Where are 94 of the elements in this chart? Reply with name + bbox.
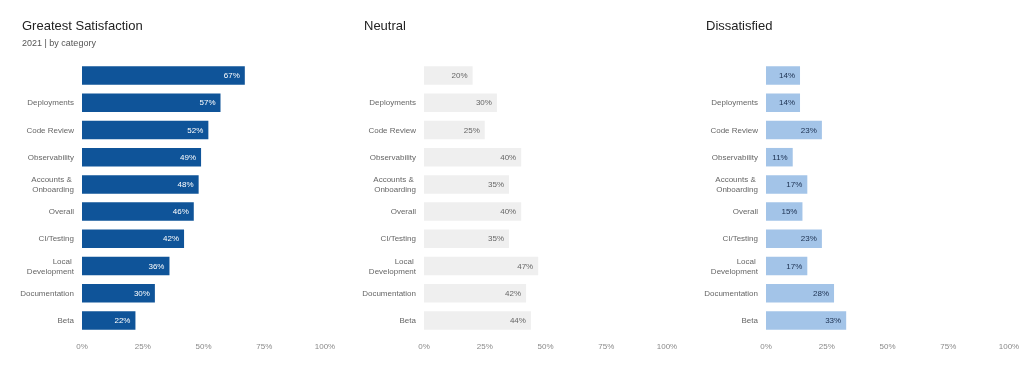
x-tick-label: 0% [76, 341, 88, 351]
y-tick-label: Code Review [710, 125, 759, 135]
y-tick-label: Beta [399, 315, 417, 325]
data-label: 57% [199, 98, 216, 108]
y-tick-label: Observability [369, 152, 416, 162]
y-tick-label: Documentation [362, 288, 416, 298]
bar [82, 202, 194, 221]
bar [766, 202, 803, 221]
chart-title: Dissatisfied [706, 18, 773, 33]
y-tick-label: Accounts & Onboarding [715, 174, 758, 194]
data-label: 22% [114, 315, 131, 325]
data-label: 42% [505, 288, 522, 298]
data-label: 49% [180, 152, 197, 162]
data-label: 40% [500, 207, 517, 217]
data-label: 36% [148, 261, 165, 271]
y-tick-label: Deployments [711, 98, 758, 108]
data-label: 14% [779, 71, 796, 81]
y-tick-label: CI/Testing [38, 234, 74, 244]
y-tick-label: Documentation [704, 288, 758, 298]
bar [82, 93, 221, 113]
data-label: 20% [451, 71, 468, 81]
x-tick-label: 25% [476, 341, 493, 351]
y-tick-label: Overall [390, 207, 417, 217]
bar [766, 66, 801, 85]
x-tick-label: 25% [134, 341, 151, 351]
y-tick-label: Accounts & Onboarding [373, 174, 416, 194]
y-tick-label: Beta [57, 315, 75, 325]
data-label: 52% [187, 125, 204, 135]
data-label: 23% [800, 125, 817, 135]
x-tick-label: 100% [656, 341, 678, 351]
data-label: 23% [800, 234, 817, 244]
data-label: 35% [488, 234, 505, 244]
data-label: 15% [781, 207, 798, 217]
bar [766, 120, 822, 140]
bar [82, 120, 209, 140]
y-tick-label: CI/Testing [722, 234, 758, 244]
bar [766, 311, 847, 330]
bar [766, 175, 808, 194]
y-tick-label: Beta [741, 315, 759, 325]
bar [82, 66, 245, 85]
x-tick-label: 50% [537, 341, 554, 351]
bar [766, 283, 835, 303]
data-label: 33% [825, 315, 842, 325]
data-label: 46% [172, 207, 189, 217]
y-tick-label: Deployments [369, 98, 416, 108]
bar [82, 256, 170, 276]
x-tick-label: 25% [818, 341, 835, 351]
y-tick-label: Overall [732, 207, 759, 217]
data-label: 40% [500, 152, 517, 162]
bar [82, 147, 202, 167]
bar [82, 175, 199, 194]
data-label: 25% [463, 125, 480, 135]
y-tick-label: Accounts & Onboarding [31, 174, 74, 194]
data-label: 44% [509, 315, 526, 325]
data-label: 30% [133, 288, 150, 298]
x-tick-label: 0% [418, 341, 430, 351]
data-label: 35% [488, 179, 505, 189]
x-tick-label: 50% [879, 341, 896, 351]
data-label: 28% [813, 288, 830, 298]
bar [82, 311, 136, 330]
bar [766, 256, 808, 276]
y-tick-label: Deployments [27, 98, 74, 108]
data-label: 30% [475, 98, 492, 108]
data-label: 42% [163, 234, 180, 244]
x-tick-label: 100% [314, 341, 336, 351]
y-tick-label: Code Review [368, 125, 417, 135]
y-tick-label: Observability [711, 152, 758, 162]
chart-subtitle: 2021 | by category [22, 37, 97, 48]
x-tick-label: 75% [256, 341, 273, 351]
y-tick-label: Local Development [710, 256, 759, 276]
data-label: 17% [786, 179, 803, 189]
y-tick-label: Local Development [368, 256, 417, 276]
data-label: 48% [177, 179, 194, 189]
y-tick-label: Documentation [20, 288, 74, 298]
bar [82, 229, 185, 249]
bar [766, 229, 822, 249]
x-tick-label: 0% [760, 341, 772, 351]
bar [82, 283, 155, 303]
data-label: 14% [779, 98, 796, 108]
y-tick-label: Local Development [26, 256, 75, 276]
x-tick-label: 100% [998, 341, 1020, 351]
x-tick-label: 75% [940, 341, 957, 351]
data-label: 17% [786, 261, 803, 271]
x-tick-label: 75% [598, 341, 615, 351]
chart-title: Neutral [364, 18, 407, 33]
data-label: 11% [772, 152, 788, 162]
y-tick-label: Code Review [26, 125, 75, 135]
x-tick-label: 50% [195, 341, 212, 351]
chart-title: Greatest Satisfaction [22, 18, 143, 33]
y-tick-label: Overall [48, 207, 75, 217]
data-label: 47% [517, 261, 534, 271]
data-label: 67% [223, 71, 240, 81]
y-tick-label: Observability [27, 152, 74, 162]
y-tick-label: CI/Testing [380, 234, 416, 244]
